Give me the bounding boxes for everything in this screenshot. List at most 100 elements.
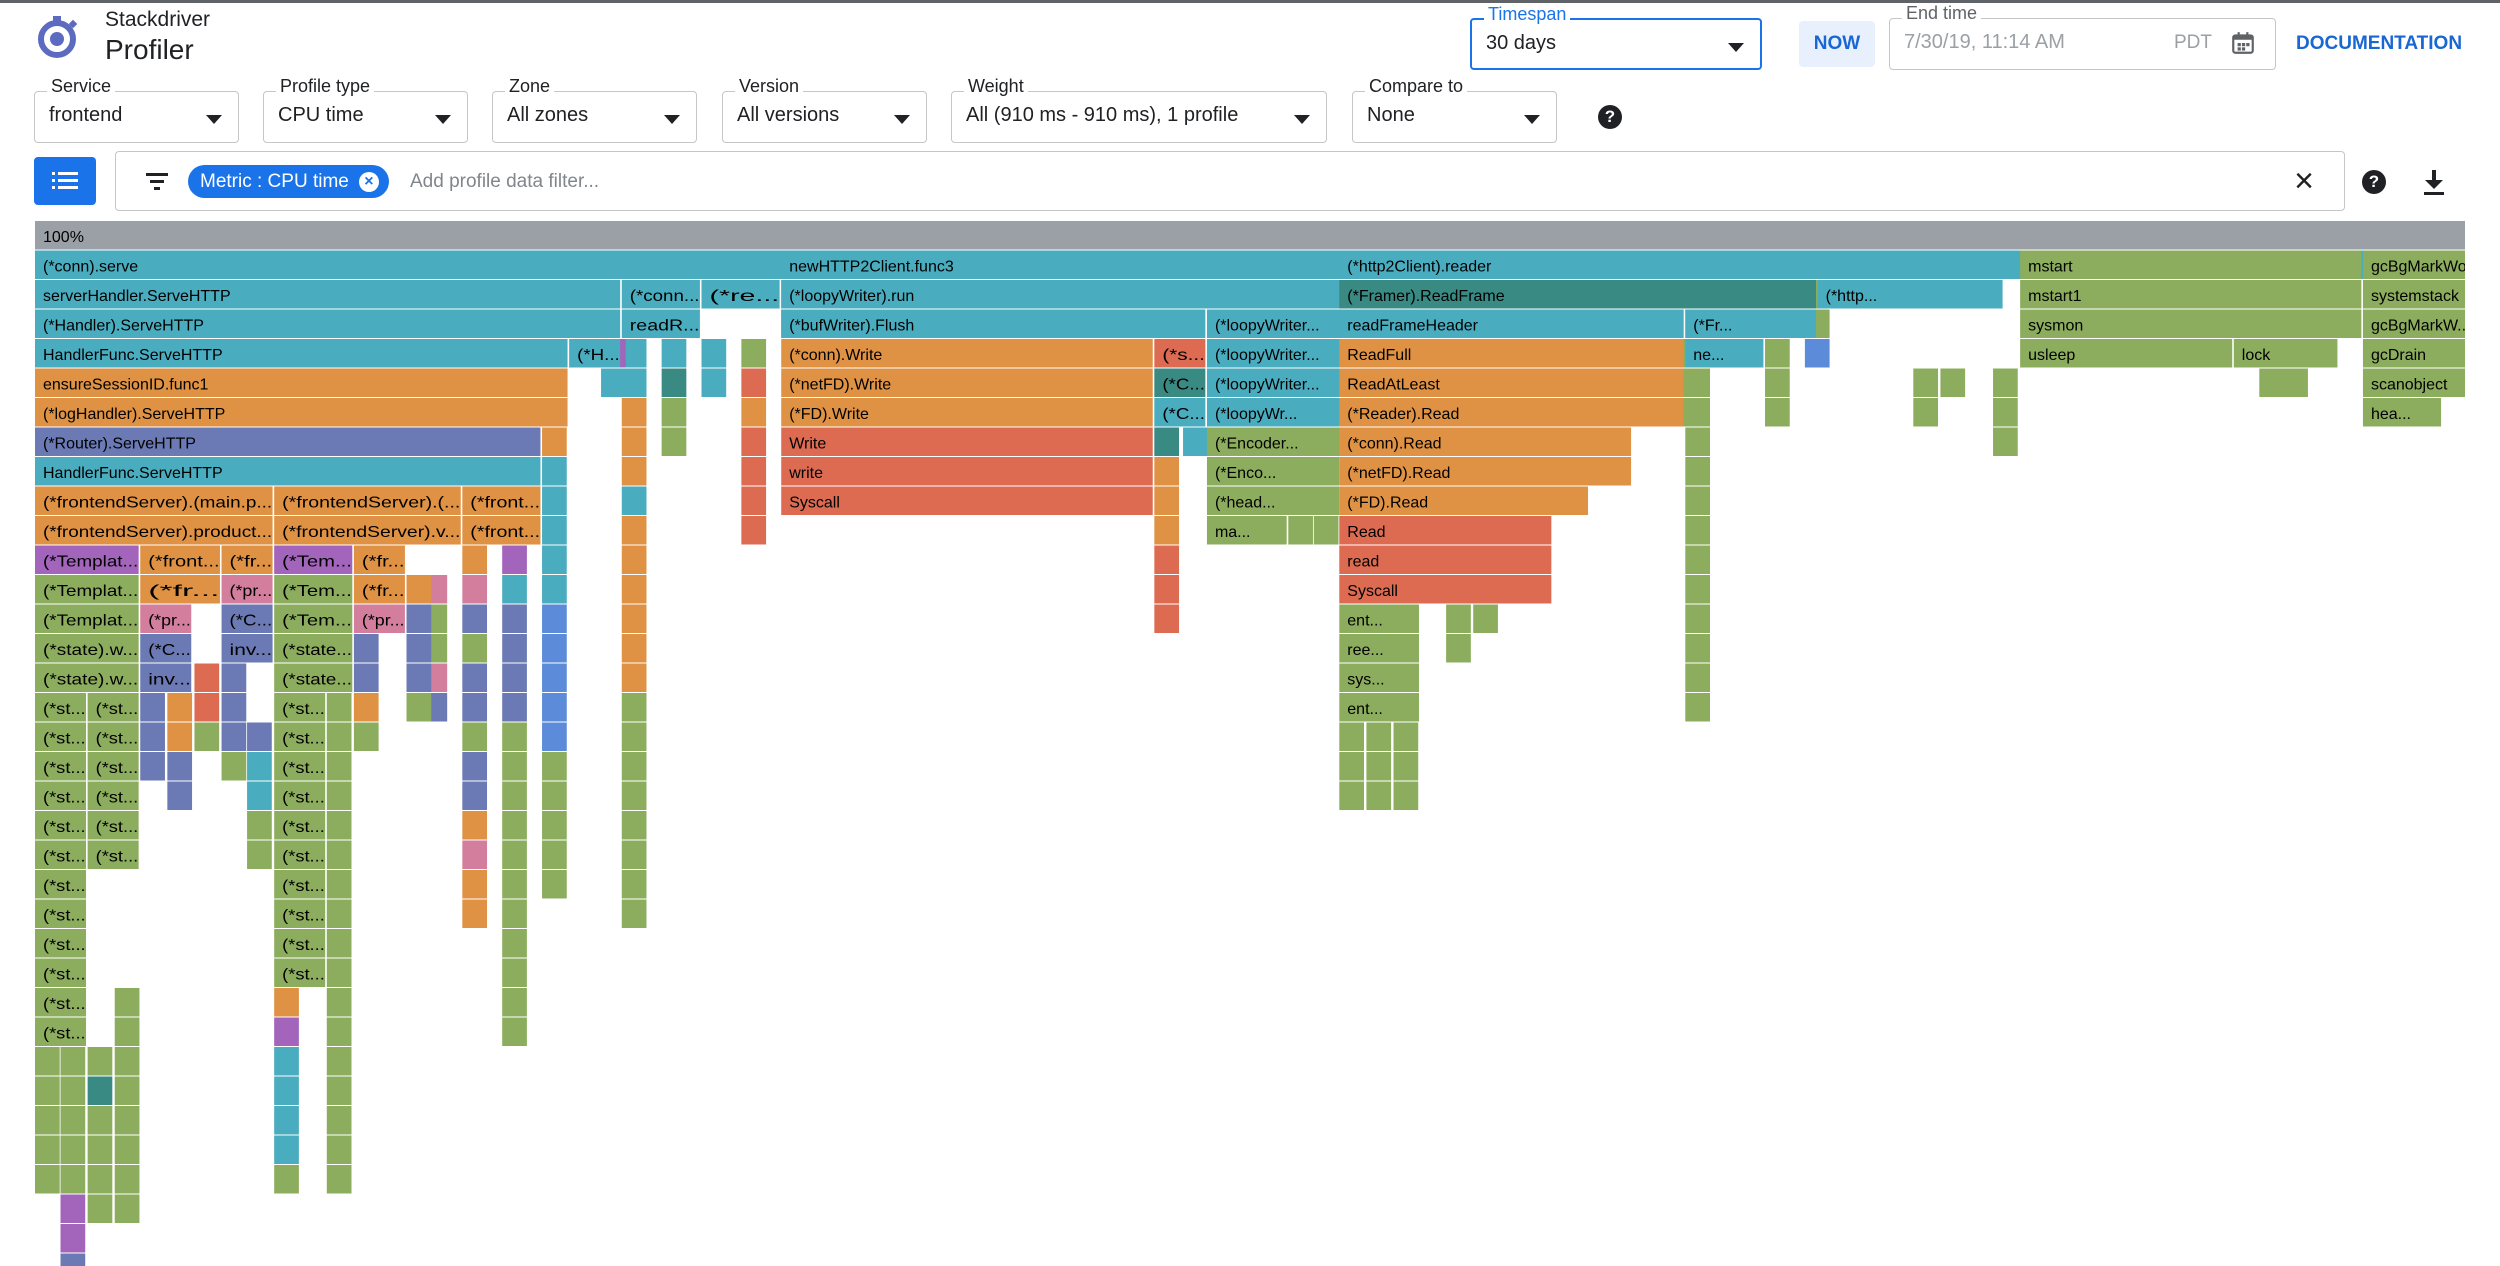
flame-frame-narrow[interactable] bbox=[502, 575, 527, 604]
flame-frame-narrow[interactable] bbox=[462, 781, 488, 811]
weight-select[interactable]: Weight All (910 ms - 910 ms), 1 profile bbox=[951, 76, 1327, 143]
flame-frame[interactable] bbox=[1154, 339, 1206, 368]
flame-frame[interactable] bbox=[353, 545, 405, 575]
flame-frame-narrow[interactable] bbox=[1366, 781, 1392, 811]
flame-frame[interactable] bbox=[781, 486, 1153, 516]
flame-frame[interactable] bbox=[2020, 339, 2233, 368]
calendar-icon[interactable] bbox=[2230, 30, 2256, 56]
flame-frame[interactable] bbox=[87, 811, 139, 840]
flame-frame-narrow[interactable] bbox=[247, 811, 272, 840]
flame-frame[interactable] bbox=[1339, 250, 2019, 280]
flame-frame[interactable] bbox=[462, 486, 541, 516]
flame-frame[interactable] bbox=[781, 368, 1153, 398]
flame-frame[interactable] bbox=[35, 663, 139, 693]
flame-frame-narrow[interactable] bbox=[326, 1135, 352, 1165]
flame-frame-narrow[interactable] bbox=[621, 545, 647, 575]
profile-filter-bar[interactable]: Metric : CPU time × × bbox=[115, 151, 2345, 211]
flame-frame-narrow[interactable] bbox=[326, 752, 352, 781]
flame-frame-narrow[interactable] bbox=[1685, 457, 1711, 486]
flame-frame-narrow[interactable] bbox=[621, 604, 647, 634]
flame-frame[interactable] bbox=[35, 840, 87, 870]
flame-frame-narrow[interactable] bbox=[701, 339, 727, 368]
download-icon[interactable] bbox=[2421, 168, 2447, 196]
flame-frame[interactable] bbox=[1339, 486, 1589, 516]
flame-frame-narrow[interactable] bbox=[1366, 752, 1392, 781]
flame-frame-narrow[interactable] bbox=[326, 1017, 352, 1047]
flame-frame[interactable] bbox=[781, 457, 1153, 486]
flame-frame[interactable] bbox=[221, 545, 273, 575]
flame-frame-narrow[interactable] bbox=[274, 1165, 299, 1194]
flame-frame-narrow[interactable] bbox=[87, 1165, 113, 1194]
flame-frame-narrow[interactable] bbox=[502, 929, 527, 958]
flame-frame[interactable] bbox=[1339, 427, 1632, 457]
flame-frame[interactable] bbox=[35, 958, 87, 988]
flame-frame-narrow[interactable] bbox=[87, 1135, 113, 1165]
flame-frame-narrow[interactable] bbox=[326, 811, 352, 840]
flame-frame-narrow[interactable] bbox=[221, 693, 247, 722]
flame-frame[interactable] bbox=[1206, 486, 1340, 516]
flame-frame-narrow[interactable] bbox=[60, 1165, 86, 1194]
flame-frame[interactable] bbox=[781, 339, 1153, 368]
flame-frame-narrow[interactable] bbox=[1685, 368, 1711, 398]
flame-frame-narrow[interactable] bbox=[194, 722, 220, 752]
flame-frame[interactable] bbox=[569, 339, 621, 368]
flame-frame[interactable] bbox=[221, 634, 273, 663]
flame-frame-narrow[interactable] bbox=[741, 457, 767, 486]
flame-frame-narrow[interactable] bbox=[1446, 634, 1471, 663]
flame-frame-narrow[interactable] bbox=[2259, 368, 2285, 398]
flame-frame-narrow[interactable] bbox=[1154, 427, 1180, 457]
flame-frame[interactable] bbox=[2362, 339, 2465, 368]
flame-frame[interactable] bbox=[1339, 309, 1684, 339]
flame-frame[interactable] bbox=[87, 722, 139, 752]
flame-frame-narrow[interactable] bbox=[247, 840, 272, 870]
flame-frame-narrow[interactable] bbox=[621, 663, 647, 693]
flame-frame[interactable] bbox=[35, 368, 568, 398]
filter-help-icon[interactable]: ? bbox=[2362, 170, 2386, 194]
flame-frame[interactable] bbox=[1339, 604, 1420, 634]
flame-frame[interactable] bbox=[35, 988, 87, 1017]
flame-frame[interactable] bbox=[35, 398, 568, 427]
flame-frame-narrow[interactable] bbox=[542, 634, 567, 663]
flame-frame[interactable] bbox=[1339, 398, 1684, 427]
flame-frame[interactable] bbox=[221, 575, 273, 604]
flame-frame-narrow[interactable] bbox=[621, 427, 647, 457]
flame-frame-narrow[interactable] bbox=[326, 1047, 352, 1076]
flame-frame[interactable] bbox=[1339, 516, 1552, 545]
flame-frame-narrow[interactable] bbox=[1366, 722, 1392, 752]
flame-frame[interactable] bbox=[35, 604, 139, 634]
flame-frame-narrow[interactable] bbox=[326, 781, 352, 811]
flame-frame[interactable] bbox=[1339, 545, 1552, 575]
flame-frame-narrow[interactable] bbox=[542, 545, 567, 575]
flame-frame[interactable] bbox=[2020, 280, 2362, 309]
flame-frame-narrow[interactable] bbox=[621, 457, 647, 486]
flame-frame[interactable] bbox=[1206, 398, 1365, 427]
flame-frame[interactable] bbox=[2362, 368, 2465, 398]
flame-frame-narrow[interactable] bbox=[1393, 781, 1419, 811]
flame-frame-narrow[interactable] bbox=[1993, 398, 2018, 427]
flame-frame[interactable] bbox=[1206, 457, 1340, 486]
flame-frame[interactable] bbox=[87, 693, 139, 722]
flame-frame-narrow[interactable] bbox=[326, 1106, 352, 1135]
flame-frame-narrow[interactable] bbox=[60, 1224, 86, 1253]
flame-frame[interactable] bbox=[1339, 693, 1420, 722]
flame-frame[interactable] bbox=[274, 722, 326, 752]
flame-frame[interactable] bbox=[621, 280, 700, 309]
flame-frame-narrow[interactable] bbox=[1154, 604, 1180, 634]
flame-frame[interactable] bbox=[35, 752, 87, 781]
flame-frame-narrow[interactable] bbox=[502, 545, 527, 575]
flame-frame-narrow[interactable] bbox=[326, 1165, 352, 1194]
flame-frame-narrow[interactable] bbox=[542, 516, 567, 545]
flame-frame-narrow[interactable] bbox=[502, 663, 527, 693]
flame-frame[interactable] bbox=[1154, 398, 1206, 427]
flame-frame[interactable] bbox=[1339, 634, 1420, 663]
flame-frame-narrow[interactable] bbox=[140, 752, 165, 781]
flame-frame-narrow[interactable] bbox=[1765, 339, 1790, 368]
flame-frame[interactable] bbox=[87, 840, 139, 870]
flame-frame-narrow[interactable] bbox=[114, 988, 140, 1017]
flame-frame-narrow[interactable] bbox=[114, 1106, 140, 1135]
flame-frame[interactable] bbox=[1685, 309, 1817, 339]
flame-frame[interactable] bbox=[2362, 280, 2465, 309]
flame-frame-narrow[interactable] bbox=[60, 1135, 86, 1165]
flame-frame-narrow[interactable] bbox=[621, 339, 647, 368]
flame-frame[interactable] bbox=[1339, 663, 1420, 693]
